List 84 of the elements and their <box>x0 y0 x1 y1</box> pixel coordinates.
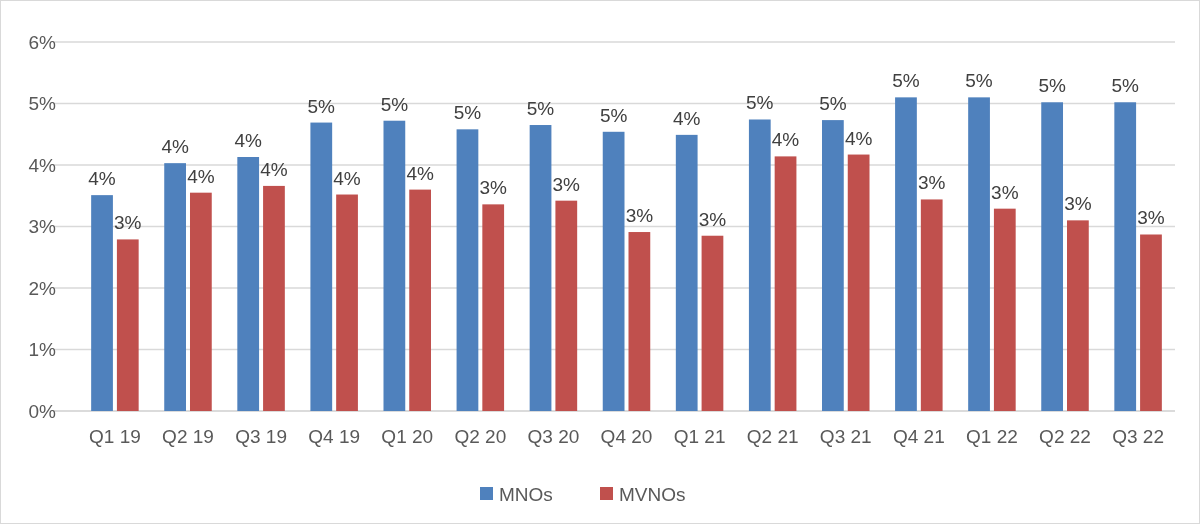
y-tick-label: 1% <box>28 339 57 361</box>
legend-label: MNOs <box>499 483 553 505</box>
bar <box>895 97 917 411</box>
x-tick-label: Q2 20 <box>454 426 507 447</box>
bar <box>1067 220 1089 411</box>
data-label: 4% <box>672 107 701 129</box>
data-label: 5% <box>965 70 993 92</box>
legend-label: MVNOs <box>619 483 686 505</box>
x-tick-label: Q1 21 <box>673 426 726 447</box>
x-tick-label: Q4 21 <box>892 426 945 447</box>
data-label: 5% <box>380 93 409 115</box>
data-label: 5% <box>526 98 555 120</box>
data-label: 5% <box>453 102 482 124</box>
data-label: 5% <box>1038 75 1066 97</box>
bar <box>774 156 797 411</box>
data-label: 4% <box>88 168 116 190</box>
y-tick-label: 3% <box>28 216 57 238</box>
bar <box>310 122 333 411</box>
data-label: 4% <box>260 158 288 180</box>
bar <box>993 208 1016 411</box>
bar <box>91 195 113 411</box>
y-tick-label: 0% <box>28 400 57 422</box>
data-label: 5% <box>307 95 336 117</box>
bar <box>920 199 943 411</box>
y-tick-label: 4% <box>28 154 57 176</box>
x-tick-label: Q2 21 <box>746 426 799 447</box>
x-tick-label: Q2 22 <box>1039 426 1091 447</box>
bar <box>748 119 771 411</box>
bar <box>1140 234 1162 411</box>
bar <box>336 194 358 411</box>
bar <box>529 125 552 411</box>
bar <box>822 120 844 411</box>
data-label: 4% <box>844 127 873 149</box>
data-label: 5% <box>1111 75 1140 97</box>
data-label: 3% <box>991 181 1019 203</box>
y-tick-label: 2% <box>28 277 57 299</box>
x-tick-label: Q4 20 <box>600 426 653 447</box>
bar <box>164 163 186 411</box>
bar <box>628 232 651 411</box>
bar <box>189 192 212 411</box>
bar <box>701 235 724 411</box>
data-label: 4% <box>187 165 215 187</box>
data-label: 5% <box>746 92 774 114</box>
data-label: 4% <box>234 130 263 152</box>
bar <box>409 189 431 411</box>
x-tick-label: Q4 19 <box>308 426 361 447</box>
x-tick-label: Q1 20 <box>381 426 434 447</box>
data-label: 3% <box>625 205 654 227</box>
y-tick-label: 5% <box>28 93 57 115</box>
data-label: 3% <box>552 173 581 195</box>
x-tick-label: Q3 20 <box>527 426 580 447</box>
x-tick-label: Q3 21 <box>819 426 872 447</box>
bar <box>482 204 505 411</box>
bar <box>263 185 285 411</box>
bar <box>237 157 260 411</box>
bar <box>675 134 698 411</box>
bar <box>383 120 406 411</box>
data-label: 4% <box>161 136 189 158</box>
x-tick-label: Q1 22 <box>966 426 1018 447</box>
data-label: 5% <box>819 93 847 115</box>
bar <box>602 131 625 411</box>
bar <box>847 154 870 411</box>
data-label: 3% <box>1064 193 1092 215</box>
bar <box>116 239 139 411</box>
x-tick-label: Q2 19 <box>162 426 214 447</box>
bar <box>456 129 479 411</box>
data-label: 4% <box>333 167 361 189</box>
bar <box>1114 102 1137 411</box>
y-tick-label: 6% <box>28 31 57 53</box>
data-label: 3% <box>114 212 142 234</box>
data-label: 5% <box>599 104 628 126</box>
bar <box>555 200 578 411</box>
x-tick-label: Q1 19 <box>89 426 141 447</box>
data-label: 3% <box>479 177 508 199</box>
data-label: 5% <box>892 70 920 92</box>
data-label: 4% <box>406 162 434 184</box>
x-tick-label: Q3 22 <box>1112 426 1164 447</box>
data-label: 3% <box>1137 207 1165 229</box>
data-label: 3% <box>917 172 946 194</box>
data-label: 3% <box>698 208 727 230</box>
x-tick-label: Q3 19 <box>235 426 287 447</box>
bar <box>968 97 990 411</box>
data-label: 4% <box>771 129 800 151</box>
bar <box>1041 102 1064 411</box>
